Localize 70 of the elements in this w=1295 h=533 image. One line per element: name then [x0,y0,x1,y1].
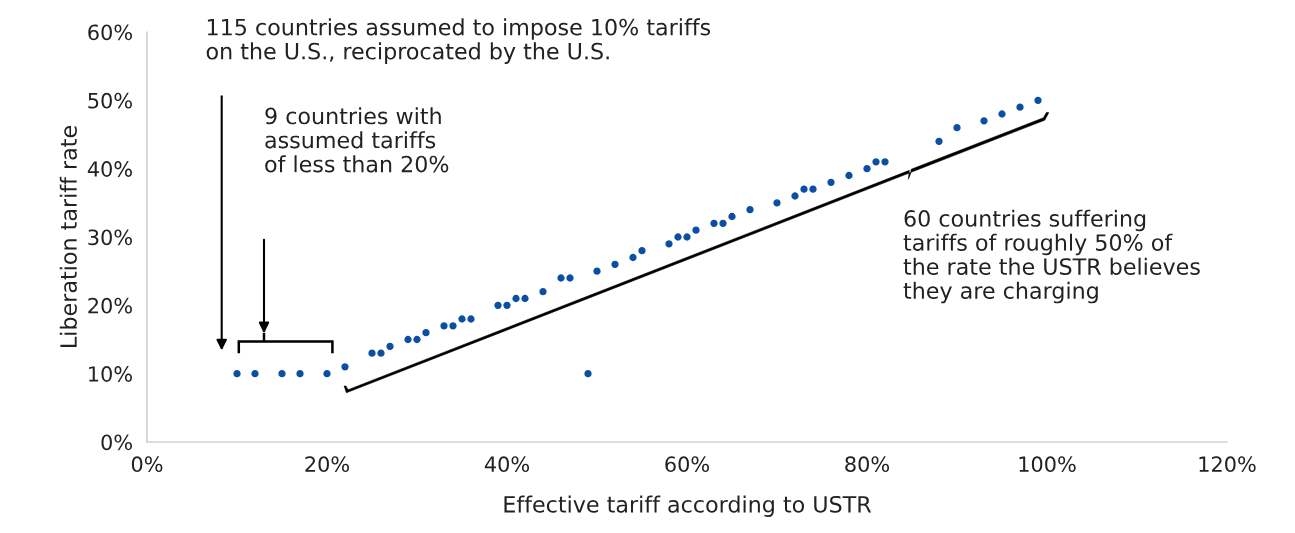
x-tick-label: 60% [665,456,709,473]
point [368,349,376,357]
point [629,253,637,262]
y-tick-label: 0% [101,434,132,451]
y-tick-label: 10% [89,366,132,382]
point [593,267,601,275]
point [791,192,799,200]
point [467,315,475,323]
point [422,329,430,337]
point [1034,96,1042,104]
point [809,185,817,193]
x-axis-title: Effective tariff according to USTR [504,495,872,517]
annotation: 60 countries suffering tariffs of roughly 50% of the rate the USTR believes they are charging [903,209,1200,304]
point [1016,103,1024,111]
point [935,137,943,145]
point [800,185,808,193]
x-tick-label: 120% [1199,456,1256,473]
point [341,363,349,371]
point [845,171,853,180]
point [692,226,700,234]
point [458,315,466,323]
x-tick-label: 100% [1019,456,1076,473]
x-tick-label: 0% [131,456,163,473]
point [566,274,574,282]
point [539,288,547,296]
point [413,335,421,344]
y-tick-label: 40% [87,161,132,177]
point [494,301,502,309]
point [323,370,331,378]
x-tick-label: 40% [484,456,529,473]
point [953,124,961,132]
point [719,219,727,227]
x-tick-label: 20% [305,456,349,473]
point [638,247,646,255]
y-tick-label: 30% [88,229,132,246]
point [881,158,889,166]
point [710,219,718,227]
point [746,206,754,214]
point [296,370,304,378]
point [827,178,835,186]
point [521,294,529,303]
point [278,370,286,378]
point [863,165,871,173]
y-tick-label: 60% [88,24,132,41]
point [998,110,1006,118]
point [377,349,385,357]
y-tick-label: 20% [88,297,132,314]
point [503,301,511,309]
point [728,212,736,221]
annotation: 9 countries with assumed tariffs of less than 20% [265,107,449,173]
point [251,370,259,378]
point [773,199,781,207]
point [674,233,682,241]
point [404,335,412,344]
point [557,274,565,282]
annotation: 115 countries assumed to impose 10% tariffs on the U.S., reciprocated by the U.S. [206,18,711,64]
point [584,370,592,378]
point [683,233,691,241]
point [449,322,457,330]
y-tick-label: 50% [88,92,132,109]
point [440,322,448,330]
y-axis-title: Liberation tariff rate [59,126,77,347]
point [386,342,394,350]
x-tick-label: 80% [845,456,889,473]
point [512,294,520,303]
point [611,260,619,268]
point [872,158,880,166]
point [980,117,988,125]
point [233,370,241,378]
point [665,240,673,248]
